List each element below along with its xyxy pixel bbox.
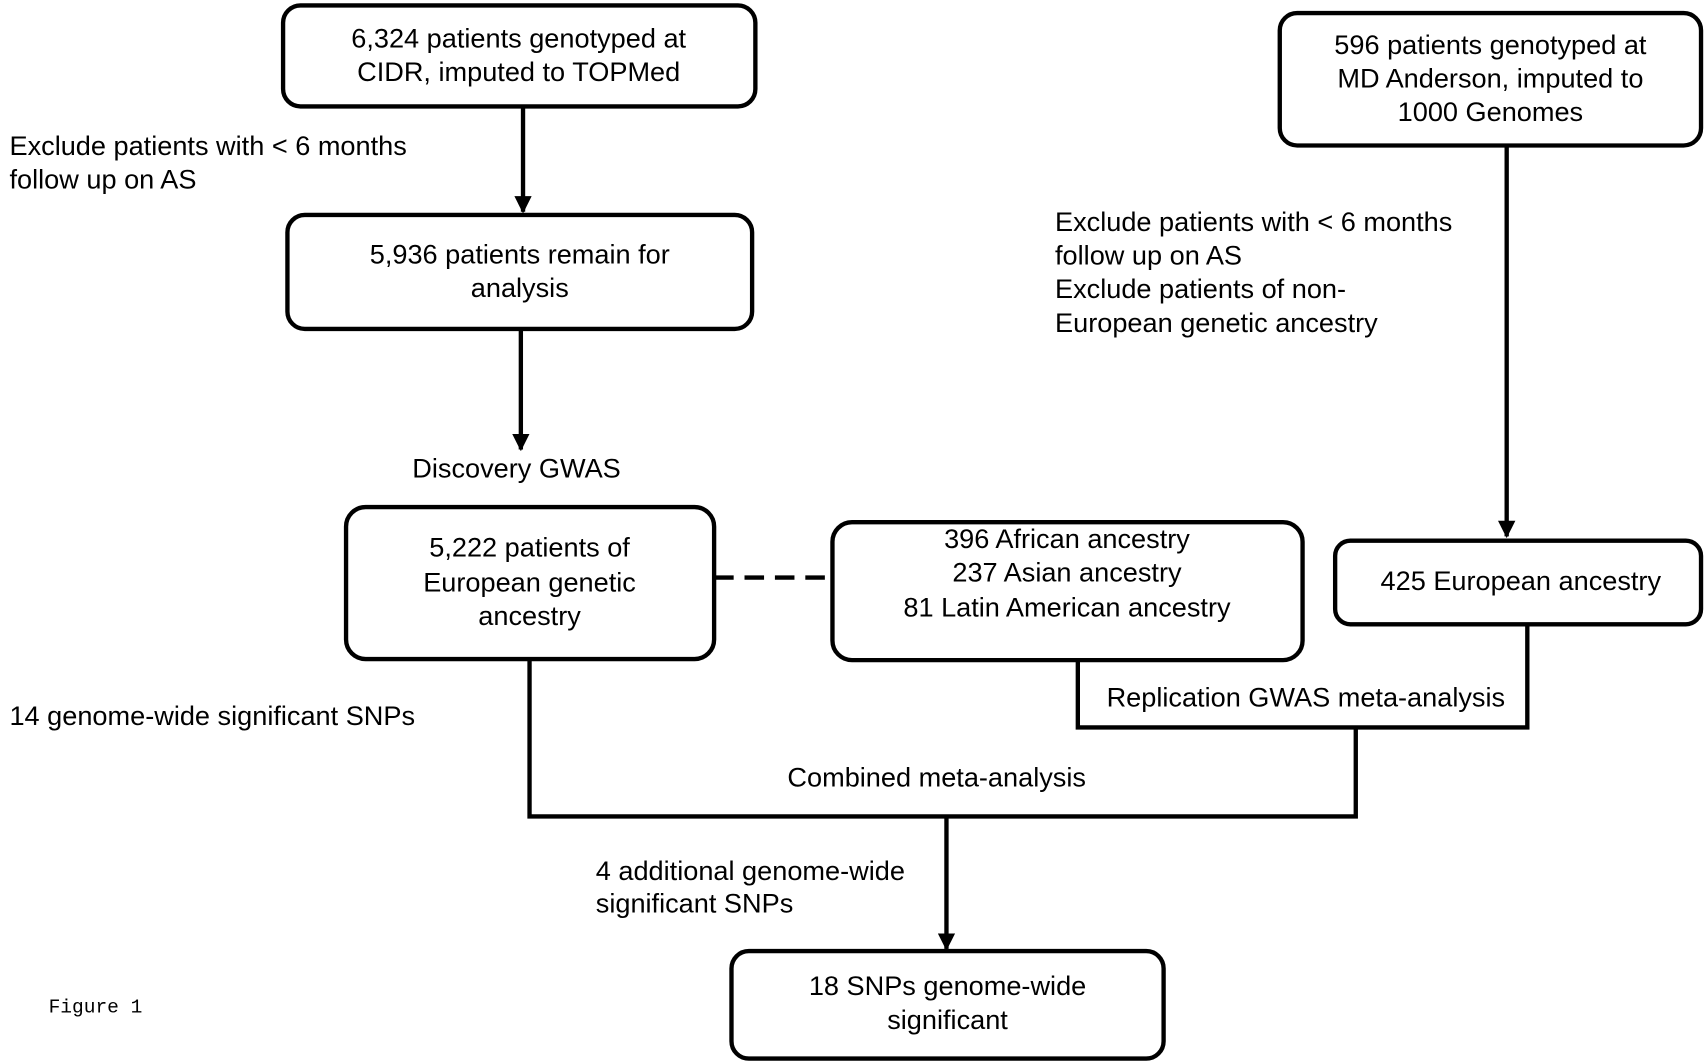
annotation: Exclude patients with < 6 months	[1055, 206, 1452, 237]
node-box	[1332, 538, 1704, 627]
annotation: European genetic ancestry	[1055, 307, 1378, 338]
node-text: 237 Asian ancestry	[952, 557, 1182, 588]
node-text: 1000 Genomes	[1398, 96, 1583, 127]
node-text: significant	[887, 1004, 1008, 1035]
node-text: 425 European ancestry	[1381, 565, 1662, 596]
node-box	[280, 3, 758, 109]
node-text: 18 SNPs genome-wide	[809, 970, 1086, 1001]
annotation: follow up on AS	[9, 163, 196, 194]
annotation: Replication GWAS meta-analysis	[1107, 681, 1505, 712]
connectors	[512, 106, 1530, 951]
node-text: 6,324 patients genotyped at	[351, 22, 686, 53]
node-text: MD Anderson, imputed to	[1337, 63, 1643, 94]
annotation: significant SNPs	[596, 888, 794, 919]
node-box	[343, 504, 717, 662]
node-text: European genetic	[423, 566, 636, 597]
annotation: Discovery GWAS	[412, 452, 620, 483]
node-text: 81 Latin American ancestry	[903, 591, 1231, 622]
node-text: 396 African ancestry	[944, 523, 1190, 554]
connector	[1075, 624, 1530, 730]
figure-label: Figure 1	[49, 997, 143, 1019]
node-labels: 6,324 patients genotyped at CIDR, impute…	[351, 22, 1661, 1034]
node-text: 596 patients genotyped at	[1334, 29, 1647, 60]
node-box	[285, 212, 755, 332]
annotation: Exclude patients of non-	[1055, 273, 1346, 304]
annotation: Exclude patients with < 6 months	[9, 130, 406, 161]
connector	[527, 659, 1358, 819]
node-text: analysis	[471, 272, 569, 303]
node-box	[1277, 10, 1704, 148]
annotation: 4 additional genome-wide	[596, 855, 905, 886]
annotation: follow up on AS	[1055, 239, 1242, 270]
node-text: 5,222 patients of	[429, 532, 630, 563]
node-text: 5,936 patients remain for	[370, 238, 670, 269]
boxes	[280, 3, 1704, 1061]
annotations: Exclude patients with < 6 months follow …	[9, 130, 1505, 919]
node-text: ancestry	[478, 600, 581, 631]
node-box	[830, 520, 1305, 663]
annotation: Combined meta-analysis	[787, 762, 1086, 793]
node-text: CIDR, imputed to TOPMed	[357, 56, 680, 87]
annotation: 14 genome-wide significant SNPs	[9, 700, 415, 731]
node-box	[729, 948, 1166, 1061]
